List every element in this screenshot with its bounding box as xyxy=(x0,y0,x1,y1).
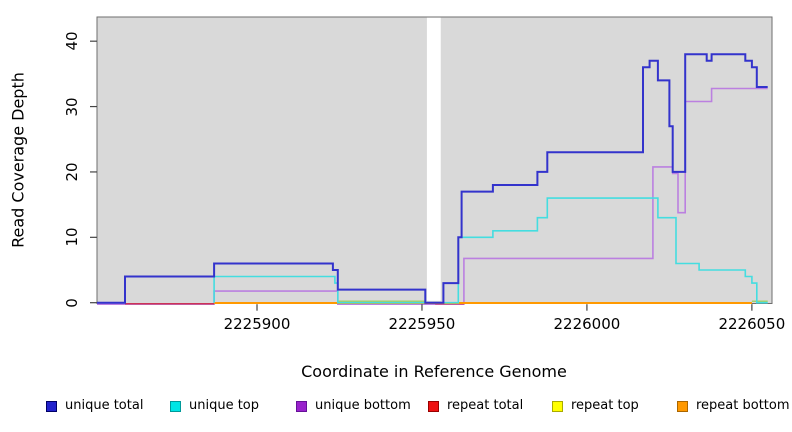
legend-label: repeat bottom xyxy=(696,398,790,413)
unique-top-swatch-icon xyxy=(170,400,181,412)
repeat-bottom-swatch-icon xyxy=(677,400,688,412)
x-tick-label: 2226050 xyxy=(718,314,786,333)
legend-label: repeat total xyxy=(447,398,524,413)
repeat-top-swatch-icon xyxy=(552,400,563,412)
y-tick-label: 20 xyxy=(63,162,81,182)
y-tick-label: 30 xyxy=(63,97,81,117)
y-axis-title: Read Coverage Depth xyxy=(8,72,28,248)
legend-item-unique-total: unique total xyxy=(46,398,143,414)
legend-label: unique top xyxy=(189,398,260,413)
unique-bottom-swatch-icon xyxy=(296,400,307,412)
x-tick-label: 2226000 xyxy=(553,314,621,333)
legend-label: unique total xyxy=(65,398,144,413)
y-tick-label: 40 xyxy=(63,31,81,51)
y-tick-label: 0 xyxy=(63,297,81,308)
legend-label: unique bottom xyxy=(315,398,411,413)
x-tick-label: 2225950 xyxy=(388,314,456,333)
y-tick-label: 10 xyxy=(63,227,81,247)
repeat-total-swatch-icon xyxy=(428,400,439,412)
legend-item-repeat-bottom: repeat bottom xyxy=(677,398,790,414)
x-axis-title: Coordinate in Reference Genome xyxy=(301,362,567,381)
unique-total-swatch-icon xyxy=(46,400,57,412)
legend-item-repeat-top: repeat top xyxy=(552,398,639,414)
legend-label: repeat top xyxy=(571,398,639,413)
legend-item-repeat-total: repeat total xyxy=(428,398,523,414)
legend-item-unique-top: unique top xyxy=(170,398,259,414)
x-tick-label: 2225900 xyxy=(223,314,291,333)
legend-item-unique-bottom: unique bottom xyxy=(296,398,411,414)
